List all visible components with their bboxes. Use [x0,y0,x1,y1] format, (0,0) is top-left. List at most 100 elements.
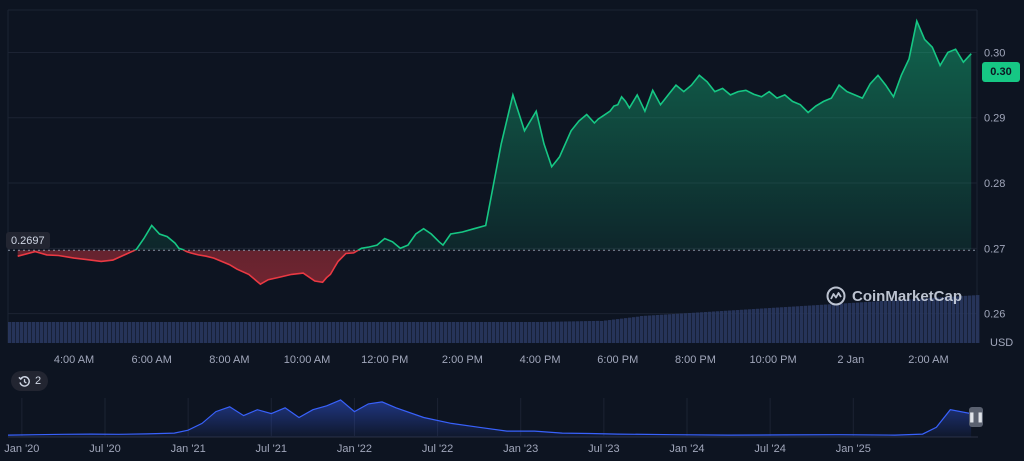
volume-bar [936,297,940,343]
volume-bar [604,320,608,343]
volume-bar [436,322,440,343]
volume-bar [832,304,836,343]
volume-bar [64,322,68,343]
volume-bar [144,322,148,343]
volume-bar [892,300,896,343]
volume-bar [504,322,508,343]
volume-bar [636,316,640,343]
volume-bar [808,305,812,343]
volume-bar [372,322,376,343]
volume-bar [516,322,520,343]
volume-bar [44,322,48,343]
volume-bar [344,322,348,343]
volume-bar [204,322,208,343]
volume-bar [824,304,828,343]
volume-bar [580,321,584,343]
x-tick-label: 2:00 AM [908,354,948,366]
volume-bar [540,322,544,343]
volume-bar [816,305,820,343]
price-line [8,18,977,286]
volume-bar [544,321,548,343]
volume-bar [464,322,468,343]
volume-bar [76,322,80,343]
volume-bar [888,300,892,343]
x-tick-label: 2 Jan [837,354,864,366]
volume-bar [560,321,564,343]
x-tick-label: 10:00 AM [284,354,330,366]
volume-bar [868,301,872,343]
volume-bar [160,322,164,343]
volume-bar [296,322,300,343]
volume-bar [116,322,120,343]
history-button[interactable]: 2 [11,371,49,391]
x-tick-label: 2:00 PM [442,354,483,366]
price-area-down [17,250,972,285]
volume-bar [232,322,236,343]
volume-bar [860,302,864,343]
volume-bar [260,322,264,343]
volume-bar [208,322,212,343]
volume-bar [932,297,936,343]
volume-bar [948,296,952,343]
volume-bar [956,296,960,343]
volume-bar [828,304,832,343]
volume-bar [272,322,276,343]
volume-bar [856,302,860,343]
volume-bar [708,311,712,343]
y-tick-label: 0.30 [984,47,1005,59]
coinmarketcap-logo-icon [826,286,846,306]
navigator-area [8,399,972,437]
navigator-line [7,399,972,436]
volume-bar [632,317,636,343]
volume-bar [416,322,420,343]
volume-bar [396,322,400,343]
volume-bar [92,322,96,343]
volume-bar [388,322,392,343]
volume-bar [496,322,500,343]
volume-bar [248,322,252,343]
volume-bar [880,301,884,343]
volume-bar [552,321,556,343]
volume-bar [568,321,572,343]
volume-bar [964,295,968,343]
x-tick-label: 6:00 AM [132,354,172,366]
volume-bar [236,322,240,343]
volume-bar [864,302,868,343]
volume-bar [368,322,372,343]
volume-bar [624,318,628,343]
volume-bar [244,322,248,343]
volume-bar [736,310,740,343]
volume-bar [840,303,844,343]
volume-bar [512,322,516,343]
volume-bar [176,322,180,343]
navigator-x-tick-label: Jan '23 [503,443,538,455]
volume-bar [28,322,32,343]
volume-bar [168,322,172,343]
volume-bar [320,322,324,343]
volume-bar [928,298,932,343]
volume-bar [804,305,808,343]
volume-bar [836,303,840,343]
baseline-price-tag: 0.2697 [6,232,50,249]
volume-bar [548,321,552,343]
navigator-pause-button[interactable]: ❚❚ [968,407,984,427]
watermark-label: CoinMarketCap [852,287,963,305]
volume-bar [20,322,24,343]
volume-bar [952,296,956,343]
navigator-x-tick-label: Jan '22 [337,443,372,455]
current-price-tag: 0.30 [982,62,1020,82]
volume-bar [912,299,916,343]
navigator-chart[interactable]: Jan '20 Jul '20 Jan '21 Jul '21 Jan '22 Jul '… [4,398,978,455]
volume-bar [188,322,192,343]
volume-bar [916,298,920,343]
volume-bar [428,322,432,343]
volume-bar [556,321,560,343]
volume-bar [588,321,592,343]
navigator-x-tick-label: Jan '24 [669,443,704,455]
x-tick-label: 4:00 AM [54,354,94,366]
volume-bar [332,322,336,343]
volume-bar [276,322,280,343]
navigator-x-tick-label: Jul '21 [256,443,287,455]
y-tick-label: 0.26 [984,309,1005,321]
